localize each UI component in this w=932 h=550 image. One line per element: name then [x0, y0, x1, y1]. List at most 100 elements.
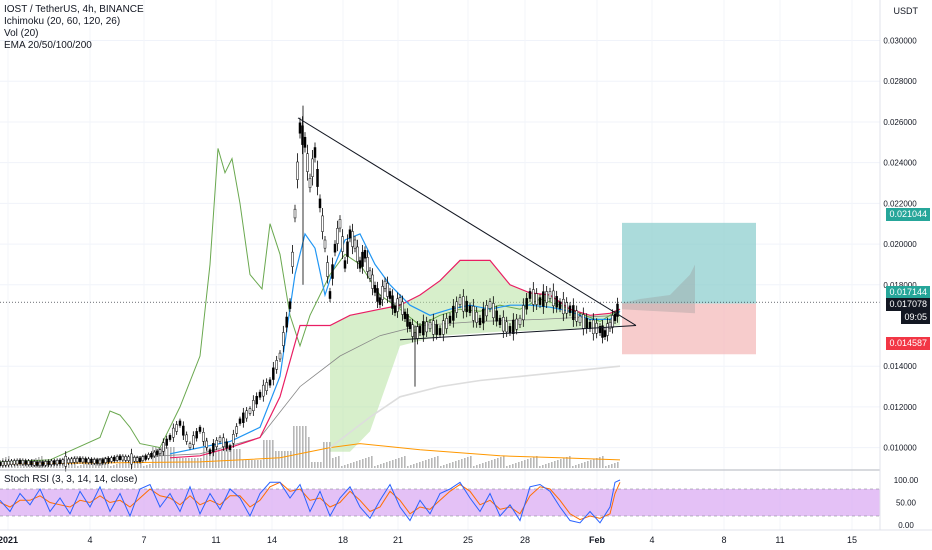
volume-bar	[488, 461, 490, 468]
volume-bar	[266, 440, 268, 468]
candle-body	[306, 153, 309, 172]
volume-bar	[449, 463, 451, 468]
volume-bar	[272, 440, 274, 468]
candle-body	[35, 461, 39, 466]
volume-bar	[371, 456, 373, 468]
y-tick-label: 0.020000	[883, 240, 917, 249]
volume-bar	[617, 462, 619, 468]
candle-body	[75, 457, 79, 463]
volume-bar	[158, 447, 160, 468]
volume-bar	[485, 462, 487, 468]
candle-body	[53, 460, 56, 465]
volume-bar	[545, 464, 547, 468]
volume-bar	[143, 466, 145, 468]
candle-body	[58, 459, 62, 465]
indicator-volume[interactable]: Vol (20)	[4, 28, 39, 39]
candle-body	[110, 457, 113, 462]
candle-body	[438, 328, 442, 336]
volume-bar	[161, 447, 163, 468]
volume-bar	[110, 466, 112, 468]
candle-body	[371, 274, 374, 289]
volume-bar	[206, 438, 208, 468]
volume-bar	[179, 458, 181, 468]
candle-body	[323, 239, 327, 249]
candle-body	[383, 280, 387, 289]
volume-bar	[155, 447, 157, 468]
volume-bar	[200, 458, 202, 468]
candle-body	[333, 243, 337, 253]
x-tick-label: 11	[211, 535, 220, 545]
candle-body	[482, 308, 485, 324]
volume-bar	[518, 462, 520, 468]
candle-body	[272, 367, 275, 380]
symbol-title[interactable]: IOST / TetherUS, 4h, BINANCE	[4, 4, 144, 15]
candle-body	[278, 352, 282, 360]
candle-body	[343, 260, 347, 269]
volume-bar	[401, 457, 403, 468]
volume-bar	[347, 464, 349, 468]
rsi-legend[interactable]: Stoch RSI (3, 3, 14, 14, close)	[4, 474, 138, 485]
volume-bar	[290, 451, 292, 468]
candle-body	[175, 424, 178, 432]
candle-body	[153, 451, 156, 457]
volume-bar	[350, 463, 352, 468]
volume-bar	[293, 426, 295, 468]
volume-bar	[422, 461, 424, 468]
candle-body	[485, 305, 488, 317]
candle-body	[552, 290, 555, 307]
candle-body	[568, 305, 572, 313]
candle-body	[318, 198, 322, 209]
candle-body	[127, 456, 130, 461]
indicator-ichimoku[interactable]: Ichimoku (20, 60, 120, 26)	[4, 16, 121, 27]
volume-bar	[584, 462, 586, 468]
volume-bar	[233, 449, 235, 468]
volume-bar	[446, 464, 448, 468]
candle-body	[165, 438, 168, 446]
candle-body	[293, 208, 297, 219]
volume-bar	[398, 458, 400, 468]
bar-countdown: 09:05	[901, 311, 930, 324]
volume-bar	[419, 462, 421, 468]
candle-body	[144, 455, 147, 460]
volume-bar	[308, 437, 310, 468]
candle-body	[328, 291, 332, 299]
candle-body	[18, 459, 22, 465]
indicator-ema[interactable]: EMA 20/50/100/200	[4, 40, 92, 51]
volume-bar	[506, 466, 508, 468]
volume-bar	[239, 449, 241, 468]
volume-bar	[413, 464, 415, 468]
volume-bar	[209, 449, 211, 468]
volume-bar	[20, 463, 22, 468]
candle-body	[15, 460, 19, 465]
candle-body	[361, 251, 364, 267]
candle-body	[455, 301, 458, 313]
candle-body	[425, 321, 428, 333]
volume-bar	[287, 451, 289, 468]
volume-bar	[254, 460, 256, 468]
candle-body	[408, 322, 412, 330]
candle-body	[90, 458, 93, 464]
volume-bar	[251, 460, 253, 468]
candle-body	[592, 319, 595, 334]
volume-bar	[89, 462, 91, 468]
candle-body	[358, 260, 362, 269]
candle-body	[30, 460, 33, 466]
volume-bar	[11, 466, 13, 468]
volume-bar	[317, 462, 319, 468]
candle-body	[381, 286, 384, 300]
candle-body	[27, 460, 30, 465]
candle-body	[462, 296, 465, 312]
rsi-tick-label: 100.00	[894, 476, 919, 485]
candle-body	[202, 432, 205, 442]
volume-bar	[284, 451, 286, 468]
volume-bar	[581, 463, 583, 468]
rsi-k-line	[0, 479, 621, 524]
price-series	[0, 105, 619, 472]
volume-bar	[17, 464, 19, 468]
candle-body	[346, 241, 349, 257]
volume-bar	[194, 458, 196, 468]
candle-body	[611, 315, 614, 328]
volume-bar	[191, 458, 193, 468]
candle-body	[38, 461, 42, 467]
